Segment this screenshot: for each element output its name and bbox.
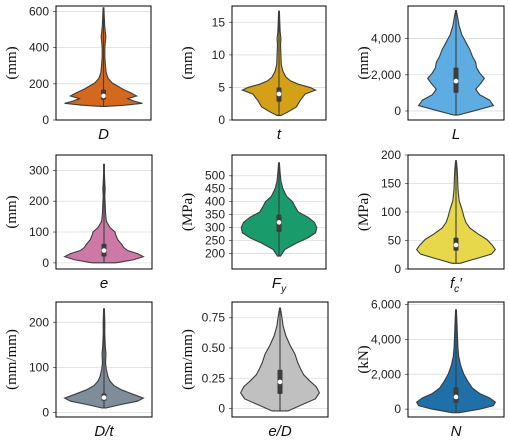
y-tick-label: 450: [205, 182, 225, 196]
y-tick-label: 0: [42, 113, 49, 127]
y-tick-label: 0: [394, 402, 401, 416]
y-tick-label: 0: [42, 405, 49, 419]
axes-frame: [231, 154, 327, 270]
y-axis-label: (mm/mm): [4, 329, 20, 390]
violin-panel: 0 100 200 (mm/mm) D/t: [4, 301, 153, 440]
violin-panel: 0 200 400 600 (mm) D: [4, 4, 152, 143]
x-axis-label-main: N: [451, 423, 462, 440]
axes-frame: [407, 301, 505, 418]
axes-frame: [407, 5, 505, 121]
x-axis-label-main: D/t: [94, 423, 114, 440]
y-axis-label: (mm): [356, 46, 372, 79]
y-tick-label: 200: [381, 148, 401, 162]
x-axis-label-subscript: y: [280, 284, 287, 295]
median-dot: [453, 242, 459, 248]
y-tick-label: 50: [388, 234, 402, 248]
x-axis-label: D/t: [94, 423, 114, 440]
x-axis-label: e/D: [268, 423, 292, 440]
x-axis-label: t: [277, 126, 282, 143]
x-axis-label-prime: ′: [459, 275, 463, 292]
x-axis-label-main: f: [450, 275, 456, 292]
axes-frame: [55, 154, 153, 270]
x-axis-label-main: t: [277, 126, 282, 143]
x-axis-label-subscript: c: [454, 284, 459, 295]
x-axis-label: D: [98, 126, 109, 143]
median-dot: [101, 93, 106, 99]
y-tick-label: 15: [212, 15, 226, 29]
y-axis-label: (mm): [4, 46, 20, 79]
axes-frame: [55, 5, 152, 121]
x-axis-label: e: [100, 275, 108, 292]
y-tick-label: 2,000: [371, 68, 401, 82]
x-axis-label: L: [452, 126, 460, 143]
y-tick-label: 200: [29, 77, 49, 91]
y-tick-label: 400: [29, 41, 49, 55]
y-tick-label: 0: [394, 262, 401, 276]
x-axis-label: fc′: [450, 275, 463, 295]
x-axis-label-main: L: [452, 126, 460, 143]
y-tick-label: 4,000: [371, 32, 401, 46]
y-tick-label: 0: [42, 256, 49, 270]
y-tick-label: 6,000: [371, 298, 401, 312]
median-dot: [453, 394, 459, 400]
x-axis-label: Fy: [272, 275, 287, 295]
median-dot: [276, 91, 282, 97]
y-axis-label: (mm): [180, 46, 196, 79]
y-tick-label: 150: [381, 177, 401, 191]
y-tick-label: 500: [205, 169, 225, 183]
violin-panel: 0 50 100 150 200 (MPa) fc′: [356, 148, 505, 295]
x-axis-label-main: F: [272, 275, 282, 292]
y-tick-label: 350: [205, 208, 225, 222]
axes-frame: [231, 301, 329, 418]
violin-panel: 0 2,000 4,000(mm) L: [356, 5, 505, 143]
y-axis-label: (mm/mm): [180, 329, 196, 390]
x-axis-label-main: e: [100, 275, 108, 292]
violin-panel: 0 5 10 15 (mm) t: [180, 5, 327, 143]
y-tick-label: 600: [29, 4, 49, 18]
y-tick-label: 0: [218, 402, 225, 416]
y-tick-label: 300: [29, 163, 49, 177]
y-tick-label: 100: [29, 225, 49, 239]
violin-panel: 0 100 200 300 (mm) e: [4, 154, 153, 292]
y-tick-label: 200: [205, 246, 225, 260]
y-tick-label: 250: [205, 234, 225, 248]
axes-frame: [55, 301, 153, 418]
y-tick-label: 4,000: [371, 332, 401, 346]
y-tick-label: 200: [29, 194, 49, 208]
y-tick-label: 2,000: [371, 367, 401, 381]
y-tick-label: 0.50: [202, 341, 226, 355]
y-tick-label: 0.25: [202, 371, 226, 385]
y-tick-label: 300: [205, 221, 225, 235]
y-tick-label: 0: [394, 104, 401, 118]
y-tick-label: 100: [29, 360, 49, 374]
x-axis-label-main: D: [98, 126, 109, 143]
median-dot: [453, 78, 459, 84]
median-dot: [101, 248, 107, 253]
y-axis-label: (mm): [4, 195, 20, 228]
y-tick-label: 5: [218, 80, 225, 94]
axes-frame: [231, 5, 327, 121]
y-axis-label: (kN): [356, 345, 372, 373]
violin-panel: 0 0.25 0.50 0.75 (mm/mm) e/D: [180, 301, 329, 440]
median-dot: [276, 220, 282, 225]
median-dot: [101, 395, 107, 400]
y-axis-label: (MPa): [180, 193, 196, 231]
y-tick-label: 400: [205, 195, 225, 209]
y-tick-label: 0: [218, 113, 225, 127]
violin-panel: 0 2,000 4,000 6,000 (kN) N: [356, 298, 505, 440]
y-axis-label: (MPa): [356, 193, 372, 231]
median-dot: [277, 379, 283, 385]
y-tick-label: 100: [381, 205, 401, 219]
x-axis-label-main: e/D: [268, 423, 292, 440]
y-tick-label: 10: [212, 48, 226, 62]
axes-frame: [407, 154, 505, 270]
y-tick-label: 200: [29, 315, 49, 329]
y-tick-label: 0.75: [202, 311, 226, 325]
x-axis-label: N: [451, 423, 462, 440]
